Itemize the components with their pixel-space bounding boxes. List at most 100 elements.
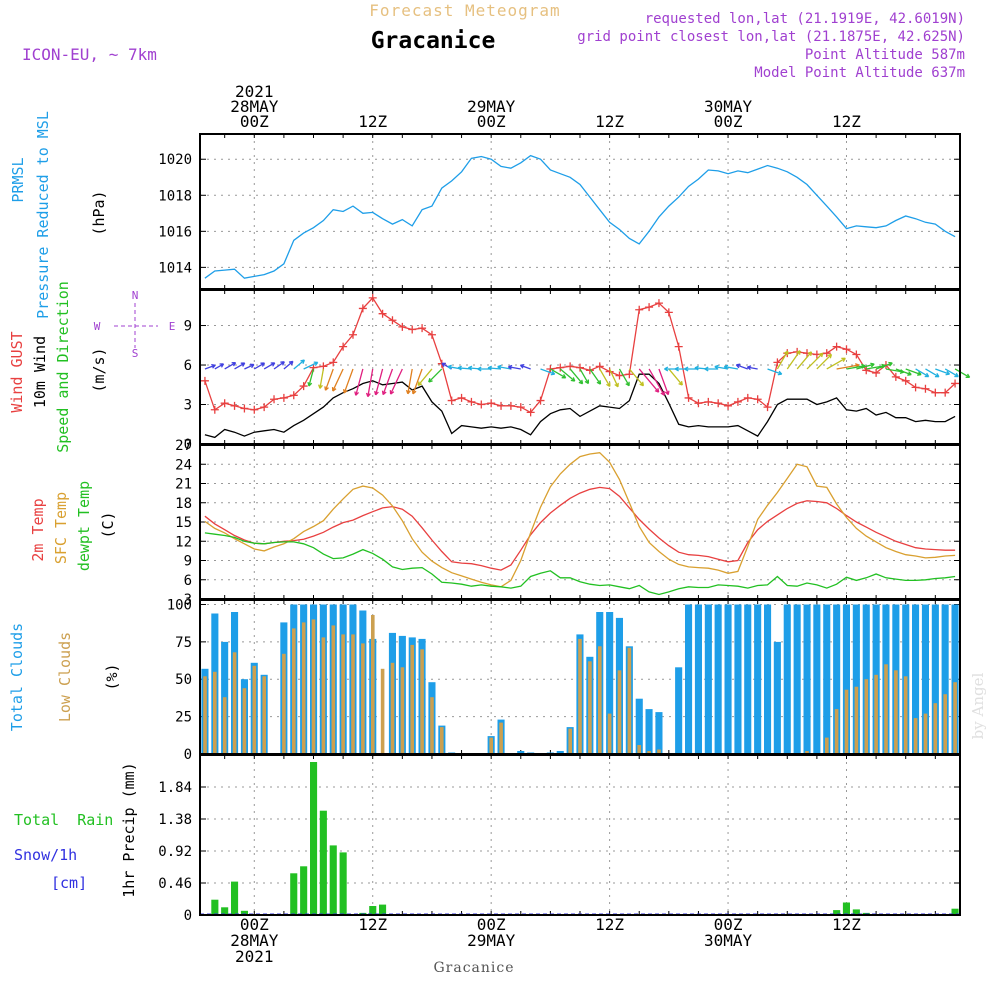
- gust-point: [348, 330, 357, 339]
- gust-point: [605, 367, 614, 376]
- gust-point: [447, 396, 456, 405]
- y-tick-label: 1.84: [158, 780, 192, 796]
- wind-arrow: [417, 368, 433, 387]
- y-tick-label: 6: [184, 573, 192, 589]
- gust-point: [645, 303, 654, 312]
- panel-4: 0 25 50 75 100: [167, 597, 961, 763]
- bottom-time-label: 00Z: [714, 915, 743, 934]
- top-time-label: 00Z: [477, 112, 506, 131]
- bottom-time-label: 28MAY: [230, 931, 279, 950]
- gust-point: [733, 397, 742, 406]
- panel-frame: [199, 754, 961, 916]
- total-clouds-bar: [635, 698, 643, 754]
- dewpt-temp-label: dewpt Temp: [75, 481, 93, 571]
- gust-point: [921, 384, 930, 393]
- panel-5: 0 0.46 0.92 1.38 1.84: [158, 754, 961, 924]
- low-clouds-bar: [568, 728, 572, 754]
- low-clouds-bar: [617, 670, 622, 754]
- top-time-label: 12Z: [358, 112, 387, 131]
- wind-arrow: [776, 350, 789, 370]
- total-clouds-bar: [912, 604, 920, 754]
- wind-arrow: [519, 363, 531, 370]
- low-clouds-bar: [341, 634, 345, 754]
- gust-point: [941, 388, 950, 397]
- y-tick-label: 0: [184, 908, 192, 924]
- gust-point: [704, 397, 713, 406]
- low-clouds-bar: [657, 749, 661, 754]
- low-clouds-bar: [213, 671, 217, 754]
- gust-point: [506, 401, 515, 410]
- wind-arrow: [875, 361, 893, 370]
- wind-arrow: [540, 368, 556, 376]
- gust-point: [556, 363, 565, 372]
- series-wind-gust-line: [204, 296, 956, 414]
- sfc-temp-label: SFC Temp: [52, 492, 70, 564]
- wind-arrow: [244, 363, 255, 370]
- gust-point: [477, 400, 486, 409]
- total-clouds-bar: [773, 641, 781, 754]
- temp-panel-labels: 2m Temp SFC Temp dewpt Temp (C): [29, 481, 117, 571]
- total-rain-bar: [211, 899, 219, 915]
- total-clouds-bar: [754, 604, 762, 754]
- y-tick-label: 50: [175, 672, 192, 688]
- gust-point: [931, 388, 940, 397]
- low-clouds-label: Low Clouds: [56, 632, 74, 722]
- gust-point: [329, 358, 338, 367]
- wind-arrow: [411, 368, 423, 395]
- gust-point: [457, 393, 466, 402]
- wind-arrow: [389, 368, 403, 395]
- total-clouds-bar: [823, 604, 831, 754]
- total-clouds-bar: [842, 604, 850, 754]
- y-tick-label: 18: [175, 496, 192, 512]
- low-clouds-bar: [864, 679, 869, 754]
- wind-arrow: [905, 368, 922, 376]
- low-clouds-bar: [430, 697, 434, 754]
- wind-arrow: [365, 368, 374, 398]
- precip-ylabel: 1hr Precip (mm): [120, 762, 138, 897]
- gust-point: [210, 405, 219, 414]
- y-tick-label: 6: [184, 358, 192, 374]
- panel-3: 3 6 9 12 15 18 21 24 27: [175, 438, 961, 608]
- low-clouds-bar: [578, 638, 582, 754]
- low-clouds-bar: [647, 751, 651, 754]
- gust-point: [418, 324, 427, 333]
- total-clouds-bar: [921, 604, 929, 754]
- gust-point: [270, 395, 279, 404]
- wind-arrow: [214, 363, 225, 370]
- total-clouds-bar: [803, 604, 811, 754]
- wind-arrow: [826, 357, 846, 370]
- y-tick-label: 1014: [158, 260, 192, 276]
- gust-point: [299, 382, 308, 391]
- y-tick-label: 15: [175, 515, 192, 531]
- gust-point: [240, 404, 249, 413]
- low-clouds-bar: [903, 676, 908, 754]
- gust-point: [497, 401, 506, 410]
- low-clouds-bar: [805, 751, 809, 754]
- low-clouds-bar: [825, 737, 829, 754]
- total-rain-bar: [310, 762, 318, 915]
- total-rain-bar: [951, 908, 959, 915]
- bottom-time-label: 12Z: [832, 915, 861, 934]
- wind-arrow: [658, 368, 670, 396]
- low-clouds-bar: [923, 713, 928, 754]
- snow-unit-label: [cm]: [51, 874, 87, 892]
- gust-point: [358, 304, 367, 313]
- gust-point: [200, 376, 209, 385]
- wind-arrow: [704, 366, 719, 372]
- model-label: ICON-EU, ~ 7km: [22, 45, 157, 64]
- gust-point: [585, 366, 594, 375]
- bottom-time-label: 29MAY: [467, 931, 516, 950]
- wind-arrow: [915, 368, 930, 378]
- bottom-time-label: 12Z: [358, 915, 387, 934]
- total-rain-bar: [221, 907, 229, 915]
- total-clouds-bar: [852, 604, 860, 754]
- wind-arrow: [895, 368, 912, 376]
- wind-arrow: [569, 368, 584, 385]
- prmsl-label: PRMSL: [9, 157, 27, 202]
- wind-unit-label: (m/s): [90, 347, 108, 392]
- wind-arrow: [925, 368, 940, 378]
- forecast-meteogram-title: Forecast Meteogram: [369, 1, 560, 20]
- wind-arrow: [806, 352, 824, 370]
- wind-arrow: [767, 368, 783, 376]
